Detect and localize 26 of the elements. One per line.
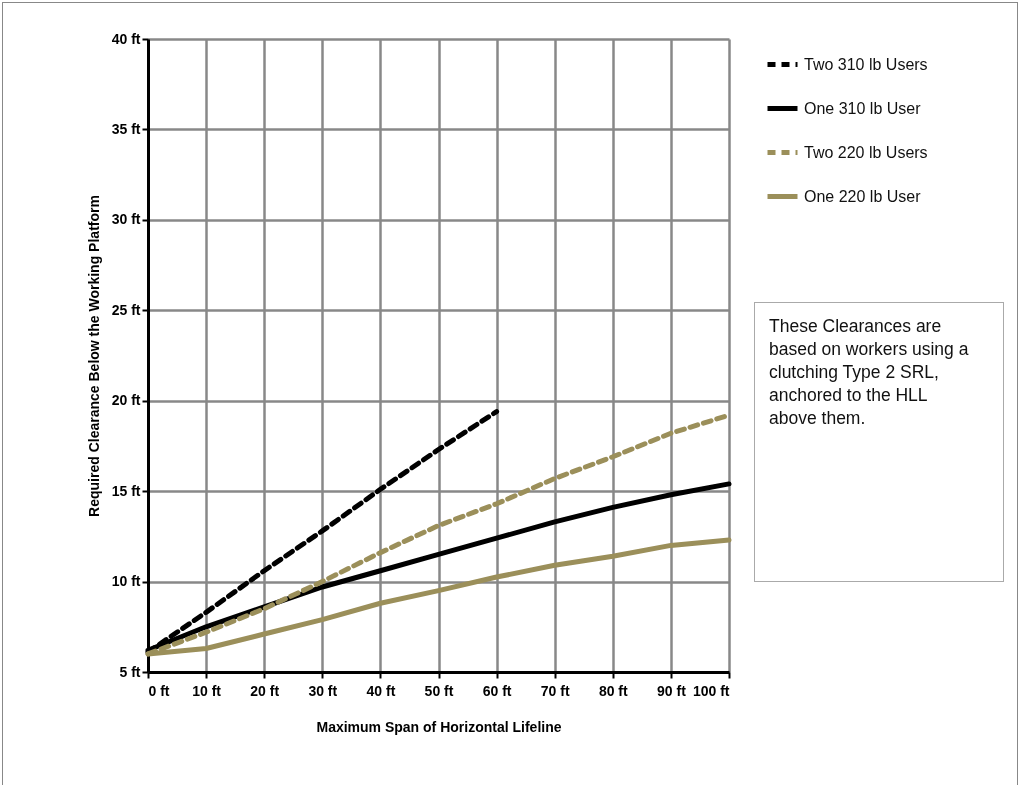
x-tick-label: 30 ft bbox=[308, 682, 338, 699]
x-tick-label: 70 ft bbox=[540, 682, 570, 699]
y-tick-label: 35 ft bbox=[111, 120, 141, 137]
legend-label: One 310 lb User bbox=[804, 99, 922, 117]
x-axis-title: Maximum Span of Horizontal Lifeline bbox=[316, 718, 562, 735]
x-tick-label: 0 ft bbox=[148, 682, 170, 699]
x-tick-label: 80 ft bbox=[598, 682, 629, 699]
x-tick-label: 50 ft bbox=[424, 682, 454, 699]
y-tick-label: 25 ft bbox=[111, 301, 141, 318]
x-tick-label: 100 ft bbox=[692, 682, 730, 699]
note-box: These Clearances are based on workers using a clutching Type 2 SRL, anchored to the HLL above them. bbox=[754, 302, 1004, 582]
legend-label: One 220 lb User bbox=[804, 187, 922, 205]
y-axis-title: Required Clearance Below the Working Platform bbox=[85, 195, 102, 517]
x-tick-label: 60 ft bbox=[482, 682, 512, 699]
x-tick-label: 40 ft bbox=[366, 682, 396, 699]
y-tick-label: 20 ft bbox=[111, 392, 141, 409]
legend-label: Two 310 lb Users bbox=[804, 55, 928, 73]
y-tick-label: 15 ft bbox=[111, 482, 141, 499]
x-tick-label: 10 ft bbox=[192, 682, 222, 699]
x-tick-label: 20 ft bbox=[250, 682, 280, 699]
legend-label: Two 220 lb Users bbox=[804, 143, 928, 161]
y-tick-label: 40 ft bbox=[111, 30, 141, 47]
y-tick-label: 5 ft bbox=[119, 663, 141, 680]
y-tick-label: 30 ft bbox=[111, 211, 141, 228]
y-tick-label: 10 ft bbox=[111, 573, 141, 590]
x-tick-label: 90 ft bbox=[657, 682, 687, 699]
